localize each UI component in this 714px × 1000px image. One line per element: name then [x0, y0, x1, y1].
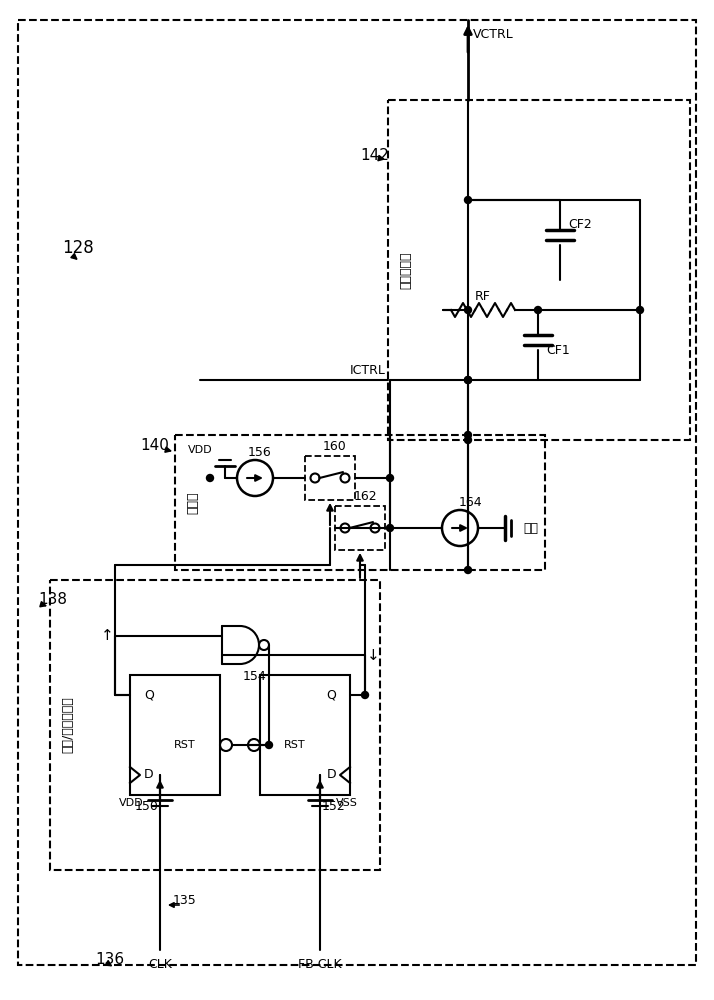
- Text: 140: 140: [140, 438, 169, 452]
- Bar: [175, 435, 545, 570]
- Text: ↓: ↓: [366, 648, 379, 662]
- Circle shape: [465, 306, 471, 314]
- Text: Q: Q: [144, 688, 154, 702]
- Circle shape: [465, 196, 471, 204]
- Text: CLK: CLK: [148, 958, 172, 972]
- Text: 162: 162: [353, 489, 377, 502]
- Circle shape: [465, 436, 471, 444]
- Text: 136: 136: [95, 952, 124, 968]
- Circle shape: [386, 475, 393, 482]
- Bar: [388, 100, 690, 440]
- Text: D: D: [326, 768, 336, 782]
- Bar: [50, 580, 380, 870]
- Text: VDD: VDD: [188, 445, 213, 455]
- Circle shape: [465, 432, 471, 438]
- Text: VDD: VDD: [119, 798, 144, 808]
- Bar: [305, 456, 355, 500]
- Circle shape: [465, 566, 471, 574]
- Text: RST: RST: [284, 740, 306, 750]
- Text: RF: RF: [475, 290, 491, 302]
- Circle shape: [361, 692, 368, 698]
- Text: 152: 152: [321, 800, 345, 814]
- Text: CF2: CF2: [568, 219, 592, 232]
- Bar: [130, 675, 220, 795]
- Text: ↑: ↑: [101, 628, 114, 643]
- Text: FB CLK: FB CLK: [298, 958, 342, 972]
- Text: 160: 160: [323, 440, 347, 452]
- Circle shape: [535, 306, 541, 314]
- Text: 相位/频率检测器: 相位/频率检测器: [61, 697, 74, 753]
- Text: RST: RST: [174, 740, 196, 750]
- Text: 135: 135: [173, 894, 197, 906]
- Circle shape: [266, 742, 273, 748]
- Text: 156: 156: [248, 446, 272, 460]
- Bar: [260, 675, 350, 795]
- Text: CF1: CF1: [546, 344, 570, 357]
- Bar: [335, 506, 385, 550]
- Text: Q: Q: [326, 688, 336, 702]
- Circle shape: [465, 376, 471, 383]
- Circle shape: [636, 306, 643, 314]
- Text: VCTRL: VCTRL: [473, 28, 514, 41]
- Circle shape: [465, 376, 471, 383]
- Text: 142: 142: [360, 147, 389, 162]
- Text: 电荷泵: 电荷泵: [186, 491, 199, 514]
- Text: ICTRL: ICTRL: [350, 363, 386, 376]
- Text: 环路滤波器: 环路滤波器: [400, 251, 413, 289]
- Text: 128: 128: [62, 239, 94, 257]
- Text: D: D: [144, 768, 154, 782]
- Text: 接地: 接地: [523, 522, 538, 534]
- Circle shape: [206, 475, 213, 482]
- Text: VSS: VSS: [336, 798, 358, 808]
- Text: 154: 154: [243, 670, 267, 682]
- Text: 150: 150: [135, 800, 159, 814]
- Circle shape: [386, 524, 393, 532]
- Text: 138: 138: [38, 592, 67, 607]
- Text: 164: 164: [458, 496, 482, 510]
